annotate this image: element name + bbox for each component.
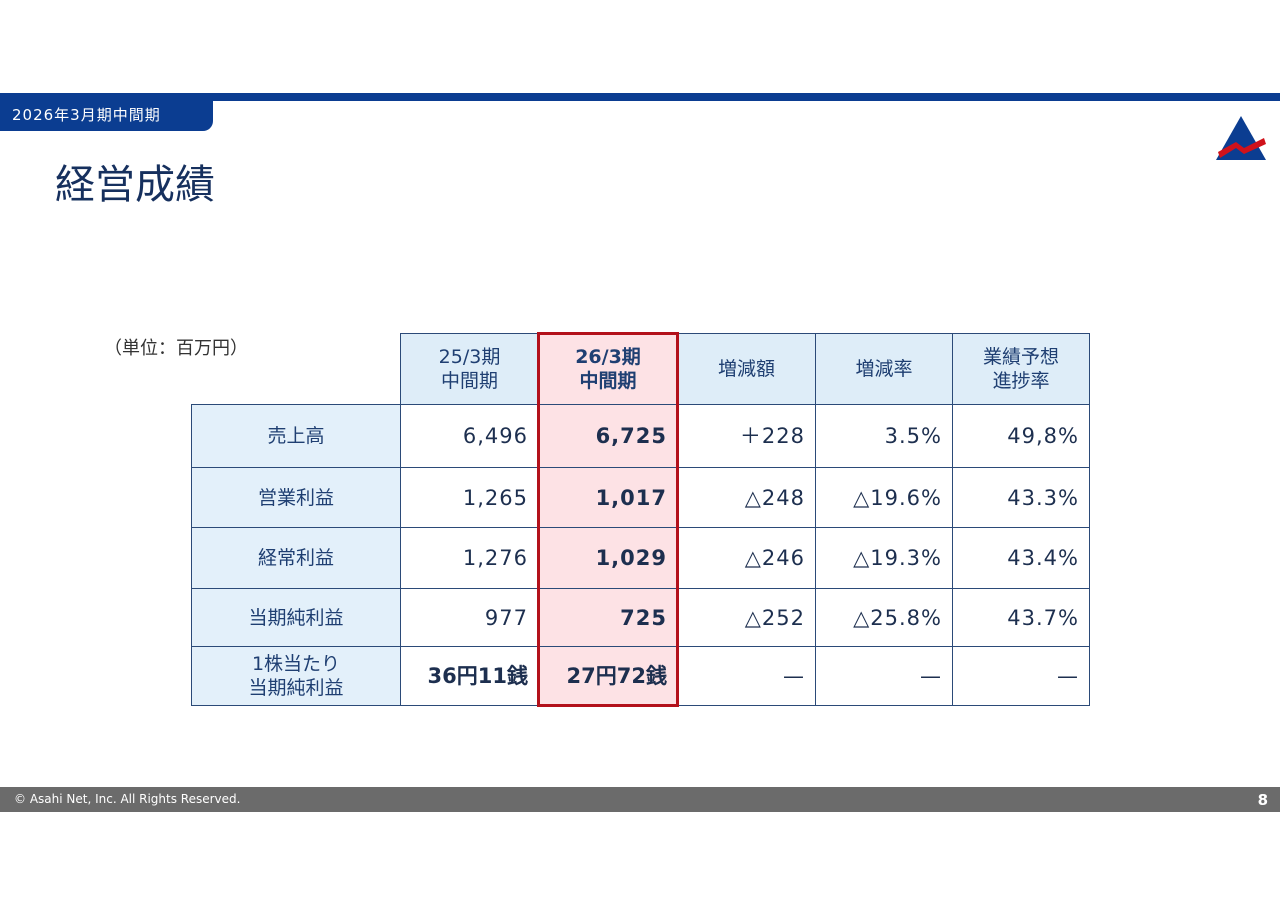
cell-text: 43.7%	[1007, 605, 1079, 630]
row-label: 売上高	[191, 404, 401, 468]
table-cell: 1,265	[400, 467, 539, 528]
row-label: 経常利益	[191, 527, 401, 589]
cell-text: 1株当たり	[251, 653, 341, 675]
cell-text: 6,496	[462, 424, 528, 448]
table-cell: 977	[400, 588, 539, 647]
row-label: 営業利益	[191, 467, 401, 528]
table-cell: 43.7%	[952, 588, 1090, 647]
cell-text: △248	[744, 485, 805, 510]
cell-text: 725	[620, 605, 667, 630]
cell-text: 業績予想	[982, 346, 1059, 368]
highlight-frame	[537, 332, 679, 707]
table-cell: △248	[677, 467, 816, 528]
cell-text: 6,725	[595, 424, 667, 448]
column-header: 25/3期 中間期	[400, 333, 539, 405]
table-cell: △252	[677, 588, 816, 647]
cell-text: 43.4%	[1007, 546, 1079, 570]
cell-text: △252	[744, 605, 805, 630]
cell-text: 中間期	[579, 370, 637, 392]
table-cell: —	[677, 646, 816, 706]
title: 経営成績	[55, 162, 215, 208]
table-cell: 1,017	[538, 467, 678, 528]
copyright: © Asahi Net, Inc. All Rights Reserved.	[14, 792, 241, 806]
footer-bar: © Asahi Net, Inc. All Rights Reserved. 8	[0, 787, 1280, 812]
table-cell: 1,276	[400, 527, 539, 589]
cell-text: 営業利益	[257, 486, 334, 509]
cell-text: —	[1057, 664, 1079, 688]
period: 2026年3月期中間期	[12, 106, 161, 124]
table-cell: —	[952, 646, 1090, 706]
cell-text: 36円11銭	[427, 664, 528, 688]
cell-text: △19.6%	[853, 485, 942, 510]
cell-text: △25.8%	[853, 605, 942, 630]
table-cell: 49,8%	[952, 404, 1090, 468]
top-bar	[0, 93, 1280, 101]
table-cell: 1,029	[538, 527, 678, 589]
cell-text: 1,029	[595, 546, 667, 570]
cell-text: 1,265	[462, 485, 528, 510]
cell-text: 経常利益	[257, 547, 334, 569]
page-number: 8	[1257, 791, 1268, 809]
table-cell: 725	[538, 588, 678, 647]
logo	[1216, 116, 1266, 160]
cell-text: 1,017	[595, 485, 667, 510]
table-cell: 43.3%	[952, 467, 1090, 528]
table-cell: △25.8%	[815, 588, 953, 647]
cell-text: 977	[484, 605, 528, 630]
period-tab: 2026年3月期中間期	[0, 93, 213, 131]
table-cell: △246	[677, 527, 816, 589]
unit-note: （単位：百万円）	[104, 338, 248, 359]
cell-text: 1,276	[462, 546, 528, 570]
table-cell: 27円72銭	[538, 646, 678, 706]
cell-text: 増減額	[717, 358, 775, 380]
table-cell: △19.3%	[815, 527, 953, 589]
column-header: 業績予想 進捗率	[952, 333, 1090, 405]
cell-text: —	[783, 664, 805, 688]
cell-text: 進捗率	[992, 370, 1050, 392]
cell-text: △19.3%	[853, 546, 942, 570]
table-cell: 36円11銭	[400, 646, 539, 706]
cell-text: 中間期	[440, 370, 498, 392]
cell-text: 25/3期	[438, 346, 501, 368]
cell-text: 当期純利益	[248, 606, 344, 629]
table-cell: ＋228	[677, 404, 816, 468]
table-cell: 43.4%	[952, 527, 1090, 589]
cell-text: 49,8%	[1007, 424, 1079, 448]
cell-text: △246	[744, 546, 805, 570]
cell-text: 当期純利益	[248, 677, 344, 699]
cell-text: 3.5%	[884, 424, 942, 448]
row-label: 当期純利益	[191, 588, 401, 647]
column-header: 増減率	[815, 333, 953, 405]
cell-text: 売上高	[267, 425, 325, 447]
cell-text: —	[920, 664, 942, 688]
row-label: 1株当たり 当期純利益	[191, 646, 401, 706]
cell-text: ＋228	[739, 424, 805, 448]
column-header: 増減額	[677, 333, 816, 405]
table-cell: △19.6%	[815, 467, 953, 528]
table-cell: 3.5%	[815, 404, 953, 468]
table-cell: —	[815, 646, 953, 706]
cell-text: 増減率	[855, 358, 913, 380]
table-cell: 6,496	[400, 404, 539, 468]
cell-text: 26/3期	[575, 346, 641, 368]
cell-text: 43.3%	[1007, 485, 1079, 510]
cell-text: 27円72銭	[566, 664, 667, 688]
